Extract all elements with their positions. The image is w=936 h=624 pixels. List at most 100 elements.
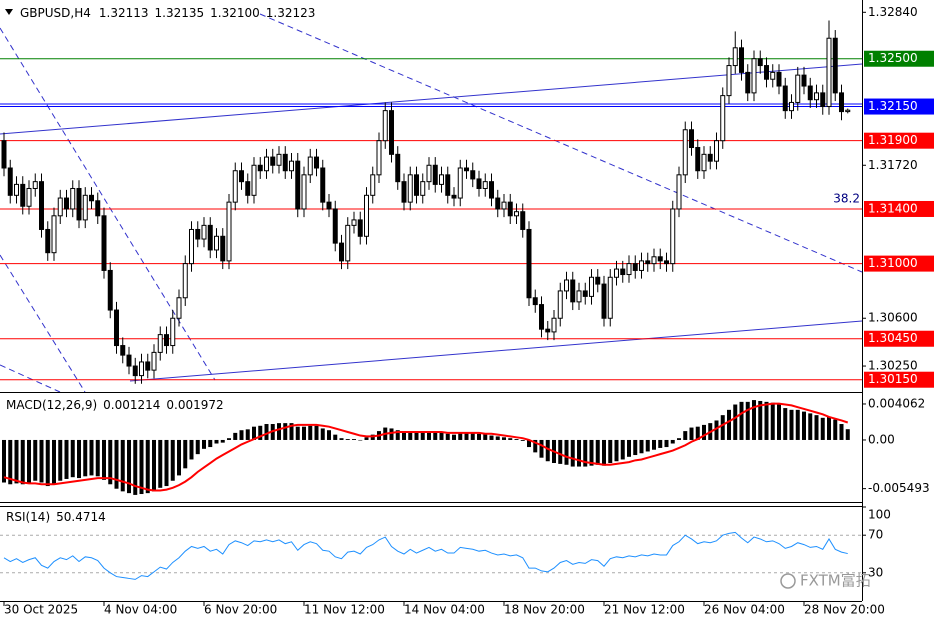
macd-bar — [208, 439, 213, 448]
macd-bar — [533, 439, 538, 453]
candle-body — [701, 153, 707, 172]
macd-bar — [452, 434, 456, 440]
candle-body — [726, 65, 732, 97]
candle-body — [632, 263, 638, 271]
level-label: 1.30450 — [868, 331, 918, 345]
macd-bar — [233, 432, 238, 440]
y-tick-label: 1.31720 — [868, 158, 918, 172]
macd-bar — [283, 423, 288, 440]
macd-bar — [445, 433, 450, 440]
level-label-box — [864, 255, 934, 272]
macd-bar — [327, 430, 331, 440]
candle-body — [770, 71, 776, 80]
macd-bar — [414, 432, 419, 440]
macd-bar — [220, 439, 225, 443]
y-tick-label: 30 — [868, 565, 883, 579]
candle-body — [382, 110, 388, 142]
macd-bar — [2, 439, 6, 483]
last-open: 1.32113 — [99, 6, 149, 20]
macd-bar — [508, 438, 513, 440]
candle-body — [51, 215, 57, 254]
candle-body — [539, 304, 544, 330]
candle-body — [570, 279, 576, 303]
candle-body — [314, 156, 319, 169]
candle-body — [226, 201, 232, 262]
macd-bar — [52, 439, 56, 485]
candle-body — [826, 37, 832, 108]
candle-body — [545, 328, 551, 333]
candle-body — [89, 194, 94, 202]
macd-bar — [352, 439, 356, 440]
candle-body — [107, 269, 113, 311]
candle-body — [582, 290, 588, 297]
candle-body — [57, 197, 63, 217]
channel-line — [0, 63, 863, 135]
level-label: 1.31000 — [868, 256, 918, 270]
macd-bar — [58, 439, 63, 481]
macd-bar — [127, 439, 131, 494]
macd-bar — [77, 439, 81, 479]
y-tick-label: 1.30600 — [868, 311, 918, 325]
level-label: 1.31900 — [868, 133, 918, 147]
candle-body — [457, 167, 463, 199]
candle-body — [195, 228, 201, 240]
macd-bar — [89, 439, 94, 476]
level-label-box — [864, 371, 934, 388]
macd-bar — [245, 429, 250, 440]
candle-body — [832, 37, 838, 94]
macd-bar — [477, 433, 481, 440]
macd-bar — [120, 439, 125, 492]
candle-body — [370, 174, 376, 196]
macd-bar — [802, 411, 806, 440]
candle-body — [295, 160, 301, 210]
candle-body — [364, 194, 369, 237]
macd-bar — [820, 417, 825, 440]
macd-bar — [227, 438, 231, 440]
candle-body — [132, 365, 138, 377]
candle-body — [357, 219, 363, 237]
fib-label: 38.2 — [833, 192, 860, 206]
symbol: GBPUSD,H4 — [20, 6, 91, 20]
candle-body — [307, 156, 313, 176]
dashed-trend-line — [0, 254, 86, 393]
macd-bar — [114, 439, 119, 489]
candle-body — [476, 178, 482, 189]
macd-bar — [102, 439, 106, 480]
macd-bar — [670, 439, 675, 444]
x-tick-label: 14 Nov 04:00 — [404, 603, 485, 617]
macd-bar — [845, 429, 850, 440]
last-close: 1.32123 — [266, 6, 316, 20]
candle-body — [264, 156, 269, 172]
macd-bar — [645, 439, 650, 452]
candle-body — [251, 164, 257, 196]
candle-body — [795, 74, 801, 103]
macd-bar — [239, 430, 244, 440]
candle-body — [239, 170, 244, 183]
macd-bar — [320, 428, 325, 440]
macd-bar — [777, 404, 781, 440]
macd-bar — [83, 439, 88, 477]
candle-body — [482, 181, 488, 189]
macd-bar — [727, 409, 731, 440]
candle-body — [64, 197, 69, 210]
candle-body — [189, 228, 194, 265]
macd-bar — [433, 432, 438, 440]
macd-bar — [783, 408, 788, 440]
candle-body — [507, 201, 513, 217]
macd-bar — [520, 439, 525, 441]
macd-bar — [470, 432, 475, 440]
candle-body — [420, 181, 426, 196]
macd-bar — [770, 402, 775, 440]
macd-bar — [752, 400, 756, 440]
last-high: 1.32135 — [155, 6, 205, 20]
candle-body — [776, 71, 782, 87]
macd-bar — [483, 433, 488, 440]
candle-body — [645, 260, 651, 265]
candle-body — [595, 276, 601, 285]
macd-bar — [714, 420, 719, 440]
y-tick-label: 0.00 — [868, 432, 895, 446]
candle-body — [651, 256, 657, 265]
rsi-line — [3, 531, 848, 580]
macd-bar — [27, 439, 31, 483]
macd-bar — [252, 426, 256, 440]
